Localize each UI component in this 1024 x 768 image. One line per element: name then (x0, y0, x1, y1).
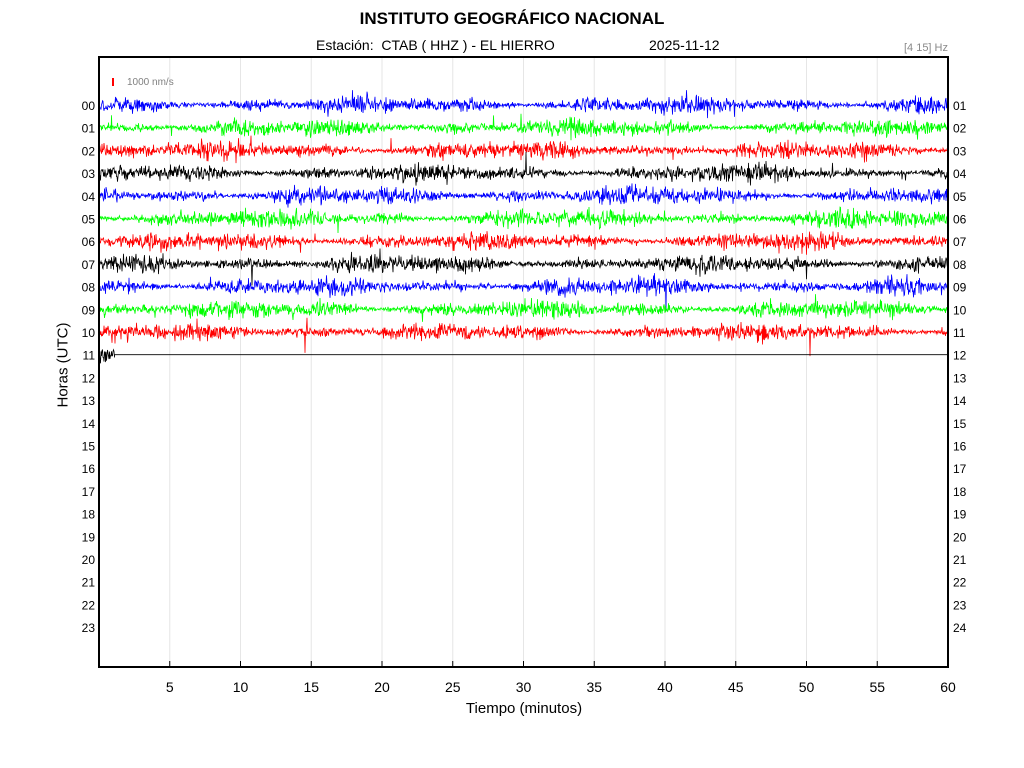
right-hour-label: 11 (953, 326, 966, 340)
right-hour-label: 08 (953, 258, 967, 272)
left-hour-labels: 00 01 02 03 04 05 06 07 08 09 10 11 12 13 14 15 16 17 18 19… (82, 99, 96, 635)
trace-hour-05 (99, 206, 949, 234)
right-hour-label: 01 (953, 99, 967, 113)
right-hour-label: 16 (953, 440, 967, 454)
right-hour-label: 05 (953, 190, 967, 204)
chart-title: INSTITUTO GEOGRÁFICO NACIONAL (359, 9, 665, 28)
x-tick-label: 60 (940, 679, 956, 695)
right-hour-label: 13 (953, 371, 967, 385)
traces (99, 90, 949, 364)
left-hour-label: 00 (82, 99, 96, 113)
x-tick-label: 5 (166, 679, 174, 695)
trace-hour-03 (99, 151, 949, 186)
left-hour-label: 02 (82, 144, 96, 158)
right-hour-label: 10 (953, 303, 967, 317)
x-tick-label: 10 (233, 679, 249, 695)
scale-label: 1000 nm/s (127, 77, 174, 88)
amplitude-scale: 1000 nm/s (112, 77, 174, 88)
left-hour-label: 14 (82, 417, 96, 431)
left-hour-label: 04 (82, 190, 96, 204)
x-tick-label: 40 (657, 679, 673, 695)
left-hour-label: 03 (82, 167, 96, 181)
left-hour-label: 11 (83, 349, 96, 363)
x-tick-label: 20 (374, 679, 390, 695)
left-hour-label: 10 (82, 326, 96, 340)
left-hour-label: 09 (82, 303, 96, 317)
x-tick-label: 35 (586, 679, 602, 695)
x-axis-label: Tiempo (minutos) (465, 700, 583, 717)
left-hour-label: 22 (82, 598, 96, 612)
left-hour-label: 18 (82, 508, 96, 522)
trace-hour-09 (99, 294, 949, 322)
right-hour-label: 24 (953, 621, 967, 635)
left-hour-label: 16 (82, 462, 96, 476)
left-hour-label: 23 (82, 621, 96, 635)
left-hour-label: 12 (82, 371, 96, 385)
left-hour-label: 07 (82, 258, 96, 272)
x-tick-label: 25 (445, 679, 461, 695)
left-hour-label: 19 (82, 530, 96, 544)
right-hour-label: 18 (953, 485, 967, 499)
right-hour-label: 07 (953, 235, 967, 249)
right-hour-labels: 01 02 03 04 05 06 07 08 09 10 11 12 13 14 15 16 17 18 19 20… (953, 99, 967, 635)
filter-label: [4 15] Hz (903, 42, 948, 54)
right-hour-label: 21 (953, 553, 967, 567)
right-hour-label: 06 (953, 213, 967, 227)
right-hour-label: 03 (953, 144, 967, 158)
left-hour-label: 20 (82, 553, 96, 567)
right-hour-label: 02 (953, 122, 967, 136)
trace-hour-10 (99, 317, 949, 357)
right-hour-label: 14 (953, 394, 967, 408)
station-label: Estación: CTAB ( HHZ ) - EL HIERRO (316, 37, 555, 53)
trace-hour-04 (99, 183, 949, 208)
x-tick-label: 30 (516, 679, 532, 695)
scale-mark (112, 78, 114, 86)
right-hour-label: 22 (953, 576, 967, 590)
right-hour-label: 19 (953, 508, 967, 522)
trace-hour-00 (99, 90, 949, 119)
x-axis-ticks: 5 10 15 20 25 30 35 40 45 50 55 60 (166, 661, 956, 695)
right-hour-label: 12 (953, 349, 967, 363)
right-hour-label: 04 (953, 167, 967, 181)
trace-hour-01 (99, 113, 949, 141)
left-hour-label: 17 (82, 485, 96, 499)
trace-hour-06 (99, 231, 949, 255)
left-hour-label: 06 (82, 235, 96, 249)
trace-hour-02 (99, 135, 949, 164)
x-tick-label: 45 (728, 679, 744, 695)
x-tick-label: 55 (869, 679, 885, 695)
right-hour-label: 09 (953, 281, 967, 295)
left-hour-label: 05 (82, 213, 96, 227)
right-hour-label: 15 (953, 417, 967, 431)
right-hour-label: 23 (953, 598, 967, 612)
right-hour-label: 20 (953, 530, 967, 544)
trace-hour-07 (99, 248, 949, 286)
trace-hour-11 (99, 348, 948, 364)
left-hour-label: 01 (82, 122, 96, 136)
left-hour-label: 08 (82, 281, 96, 295)
left-hour-label: 15 (82, 440, 96, 454)
trace-hour-08 (99, 273, 949, 312)
date-label: 2025-11-12 (649, 37, 720, 53)
x-tick-label: 50 (799, 679, 815, 695)
left-hour-label: 13 (82, 394, 96, 408)
grid-lines (169, 57, 878, 667)
right-hour-label: 17 (953, 462, 967, 476)
left-hour-label: 21 (82, 576, 96, 590)
x-tick-label: 15 (303, 679, 319, 695)
plot-frame (98, 56, 949, 668)
